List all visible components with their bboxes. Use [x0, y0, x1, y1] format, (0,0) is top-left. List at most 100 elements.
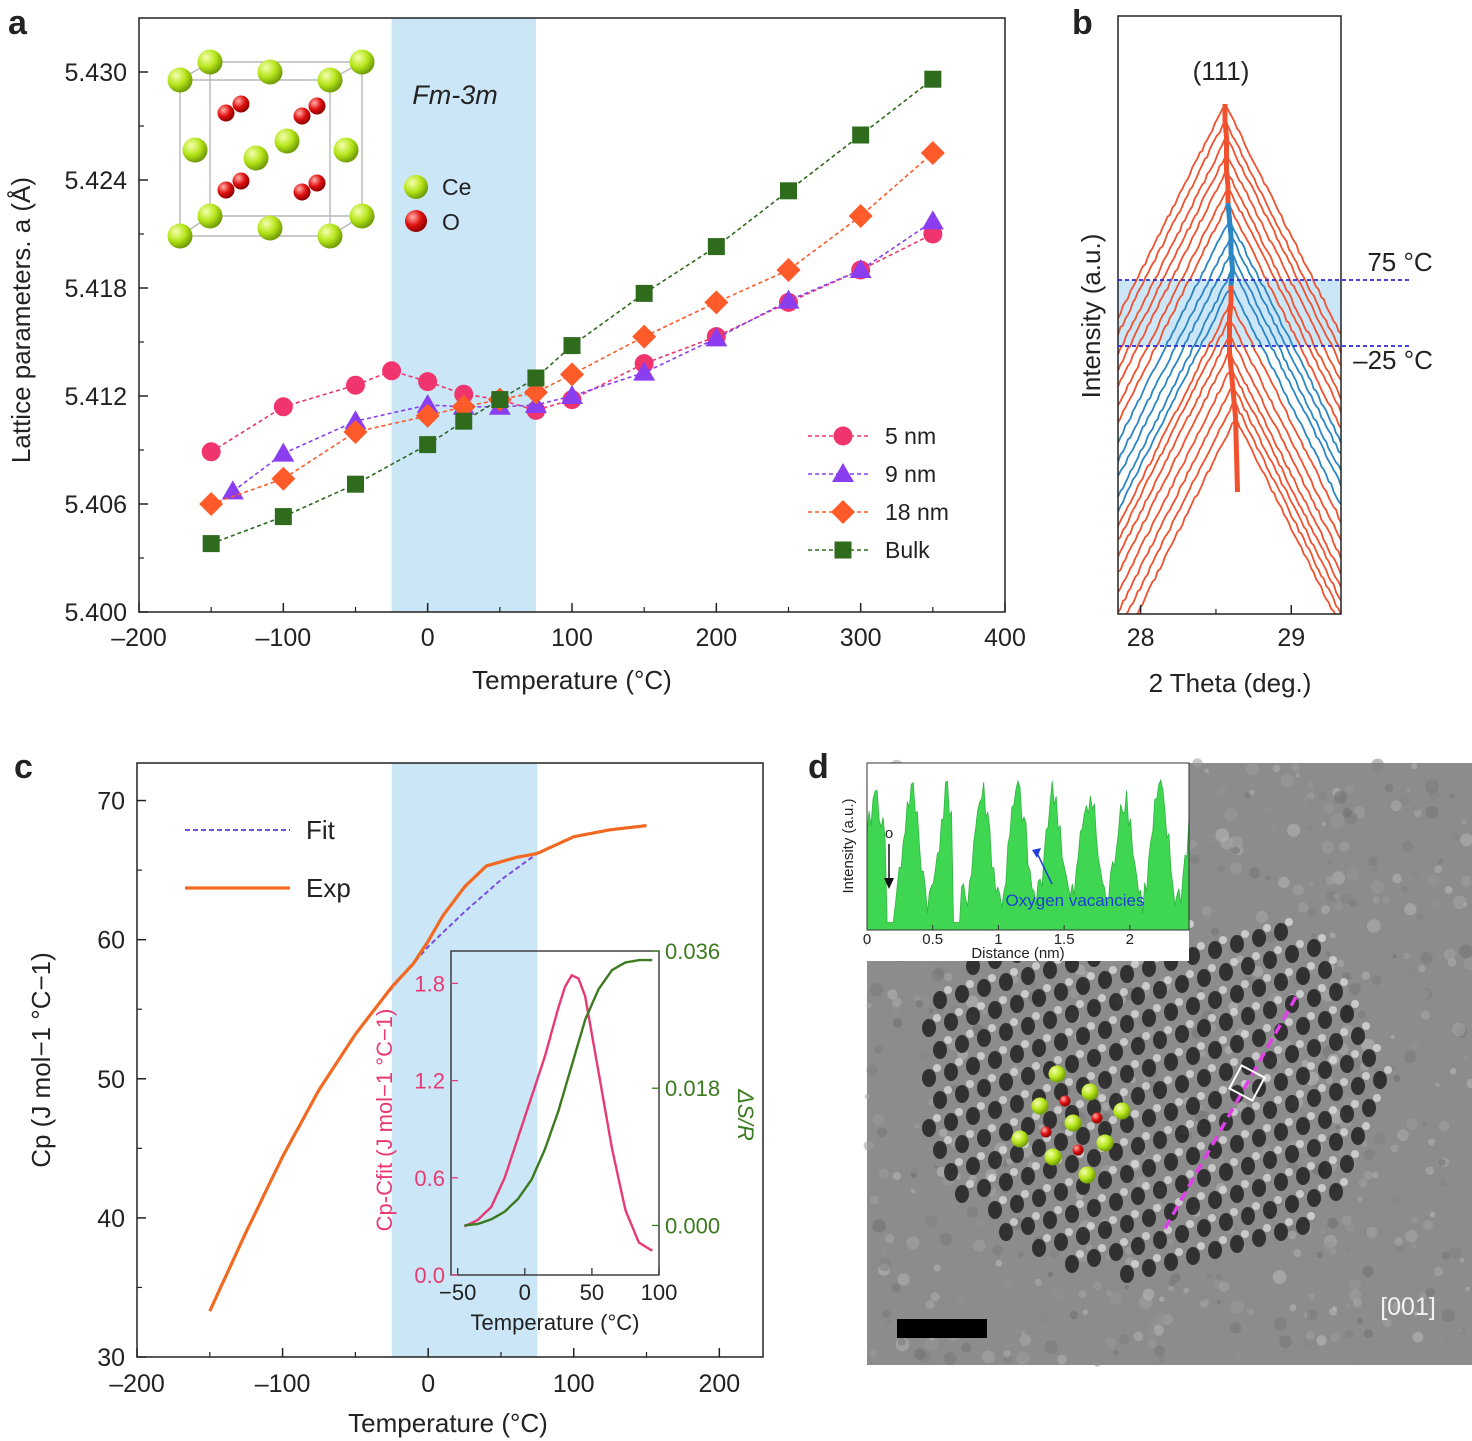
bright-column	[1153, 1204, 1161, 1212]
atomic-column	[1109, 1243, 1123, 1261]
inset-profile-group	[867, 778, 1189, 930]
overlay-ce-atom	[1011, 1130, 1029, 1148]
bright-column	[1153, 1254, 1161, 1262]
bright-column	[1131, 1110, 1139, 1118]
panel-b-xrd-chart: b 28 29 (111) 75 °C –25 °C 2 Theta (deg.)…	[1072, 4, 1433, 698]
atomic-column	[966, 1157, 980, 1175]
atomic-column	[999, 1173, 1013, 1191]
atomic-column	[1340, 1155, 1354, 1173]
peak-trace-warm	[1222, 104, 1231, 203]
tem-noise	[1278, 876, 1290, 889]
atomic-column	[1274, 1073, 1288, 1091]
tem-noise	[1287, 823, 1301, 837]
atomic-column	[1285, 1095, 1299, 1113]
tem-noise	[893, 1018, 903, 1028]
atomic-column	[1252, 1179, 1266, 1197]
tem-noise	[1371, 975, 1382, 986]
atomic-column	[988, 1001, 1002, 1019]
a-data-point	[271, 466, 296, 491]
bright-column	[1120, 988, 1128, 996]
atomic-column	[999, 1223, 1013, 1241]
tem-noise	[1232, 846, 1240, 855]
tem-noise	[1230, 862, 1243, 875]
tem-noise	[915, 1000, 924, 1008]
tem-noise	[1189, 840, 1198, 848]
atomic-column	[1241, 1157, 1255, 1175]
tem-noise	[1420, 951, 1433, 965]
atomic-column	[966, 957, 980, 975]
tem-noise	[918, 1050, 930, 1061]
bright-column	[933, 1064, 941, 1072]
bright-column	[988, 1074, 996, 1082]
tem-noise	[1215, 828, 1229, 842]
tem-noise	[1391, 1065, 1397, 1071]
atomic-column	[1197, 1219, 1211, 1237]
atomic-column	[1285, 1145, 1299, 1163]
bright-column	[966, 1180, 974, 1188]
bright-column	[944, 1136, 952, 1144]
atomic-column	[955, 1185, 969, 1203]
tem-noise	[866, 1003, 872, 1009]
tem-noise	[1199, 1050, 1207, 1058]
tem-noise	[1094, 1360, 1101, 1367]
tem-noise	[1302, 1254, 1310, 1262]
b-axes: 28 29	[1118, 279, 1410, 652]
a-series-diamond	[199, 141, 945, 516]
tem-noise	[1348, 1278, 1361, 1291]
atomic-column	[1010, 1145, 1024, 1163]
tem-noise	[1307, 824, 1313, 830]
bright-column	[1054, 1006, 1062, 1014]
atomic-column	[1186, 1247, 1200, 1265]
tem-noise	[1411, 763, 1418, 770]
atomic-column	[1307, 1089, 1321, 1107]
tem-noise	[1330, 1332, 1341, 1343]
bright-column	[1241, 1230, 1249, 1238]
bright-column	[988, 974, 996, 982]
tem-noise	[1190, 854, 1200, 865]
tem-noise	[1409, 969, 1419, 979]
bright-column	[1351, 1050, 1359, 1058]
tem-noise	[1211, 927, 1219, 936]
tem-noise	[1292, 764, 1300, 772]
bright-column	[977, 1052, 985, 1060]
upper-temperature-mark: 75 °C	[1367, 247, 1432, 277]
atomic-column	[1087, 1049, 1101, 1067]
atomic-column	[1175, 1025, 1189, 1043]
tem-noise	[1289, 1304, 1297, 1311]
atomic-column	[1197, 1069, 1211, 1087]
bright-column	[1010, 968, 1018, 976]
a-data-point	[920, 141, 945, 165]
bright-column	[1120, 1038, 1128, 1046]
bright-column	[1065, 1078, 1073, 1086]
atomic-column	[1362, 1099, 1376, 1117]
a-data-point	[777, 289, 800, 309]
bright-column	[1186, 970, 1194, 978]
tem-noise	[1465, 1286, 1470, 1291]
atomic-column	[1175, 1125, 1189, 1143]
bright-column	[988, 1174, 996, 1182]
bright-column	[1296, 990, 1304, 998]
tem-noise	[872, 1219, 886, 1233]
tem-noise	[1318, 1309, 1324, 1315]
bright-column	[1241, 930, 1249, 938]
vacancy-marker-label: o	[885, 825, 893, 842]
tem-noise	[1168, 1285, 1174, 1292]
atomic-column	[1120, 1115, 1134, 1133]
tem-noise	[1306, 798, 1313, 805]
lower-temperature-mark: –25 °C	[1353, 345, 1433, 375]
bright-column	[1076, 1250, 1084, 1258]
tem-noise	[1020, 1330, 1026, 1335]
ce-atom	[317, 223, 343, 249]
bright-column	[1340, 978, 1348, 986]
atomic-column	[1351, 1027, 1365, 1045]
bright-column	[988, 1024, 996, 1032]
tem-noise	[1157, 1354, 1166, 1363]
tem-noise	[1217, 786, 1228, 797]
ce-atom	[167, 223, 193, 249]
tem-noise	[1333, 893, 1340, 899]
tem-noise	[1273, 1317, 1288, 1331]
bright-column	[1142, 1232, 1150, 1240]
atomic-column	[1043, 1011, 1057, 1029]
bright-column	[1329, 1006, 1337, 1014]
bright-column	[1296, 1140, 1304, 1148]
